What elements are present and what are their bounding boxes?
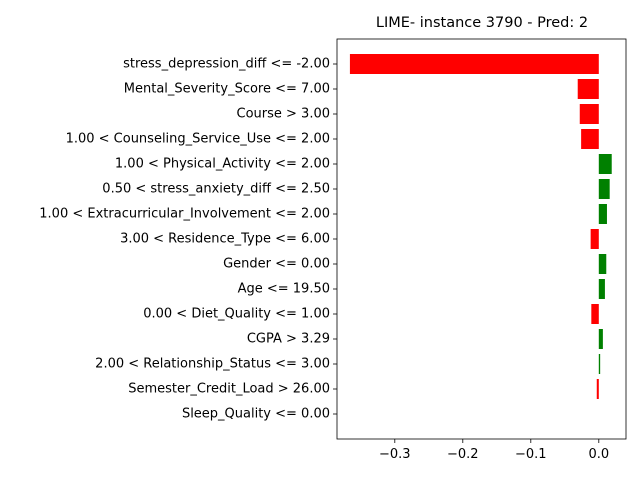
- y-tick-label-3: 1.00 < Counseling_Service_Use <= 2.00: [66, 132, 330, 147]
- bar-5: [598, 179, 610, 199]
- chart-title: LIME- instance 3790 - Pred: 2: [376, 15, 588, 31]
- bar-2: [579, 104, 599, 124]
- axes-spines: [336, 38, 627, 440]
- y-tick-label-14: Sleep_Quality <= 0.00: [182, 407, 330, 422]
- bar-6: [598, 204, 607, 224]
- axes-frame: [336, 38, 627, 440]
- y-tick-label-11: CGPA > 3.29: [247, 332, 330, 347]
- bar-13: [596, 379, 599, 399]
- y-tick-label-2: Course > 3.00: [237, 107, 331, 122]
- bar-1: [577, 79, 599, 99]
- bar-9: [598, 279, 605, 299]
- bars-layer: [349, 54, 612, 399]
- y-tick-label-8: Gender <= 0.00: [223, 257, 330, 272]
- y-tick-label-0: stress_depression_diff <= -2.00: [123, 57, 330, 72]
- x-tick-layer: −0.3 −0.2 −0.1 0.0: [379, 439, 609, 462]
- y-tick-label-13: Semester_Credit_Load > 26.00: [128, 382, 330, 397]
- x-tick-label-1: −0.2: [447, 447, 479, 462]
- y-tick-label-12: 2.00 < Relationship_Status <= 3.00: [95, 357, 330, 372]
- y-tick-label-10: 0.00 < Diet_Quality <= 1.00: [143, 307, 330, 322]
- y-tick-label-9: Age <= 19.50: [238, 282, 330, 297]
- x-tick-label-0: −0.3: [379, 447, 411, 462]
- bar-7: [590, 229, 599, 249]
- bar-3: [581, 129, 599, 149]
- y-tick-layer: stress_depression_diff <= -2.00 Mental_Se…: [39, 57, 337, 422]
- y-tick-label-1: Mental_Severity_Score <= 7.00: [124, 82, 330, 97]
- bar-10: [591, 304, 599, 324]
- y-tick-label-7: 3.00 < Residence_Type <= 6.00: [120, 232, 330, 247]
- y-tick-label-4: 1.00 < Physical_Activity <= 2.00: [115, 157, 330, 172]
- y-tick-label-6: 1.00 < Extracurricular_Involvement <= 2.…: [39, 207, 330, 222]
- y-tick-label-5: 0.50 < stress_anxiety_diff <= 2.50: [102, 182, 330, 197]
- bar-8: [598, 254, 607, 274]
- bar-0: [349, 54, 599, 74]
- x-tick-label-2: −0.1: [515, 447, 547, 462]
- bar-12: [598, 354, 601, 374]
- x-tick-label-3: 0.0: [588, 447, 609, 462]
- bar-4: [598, 154, 612, 174]
- bar-11: [598, 329, 603, 349]
